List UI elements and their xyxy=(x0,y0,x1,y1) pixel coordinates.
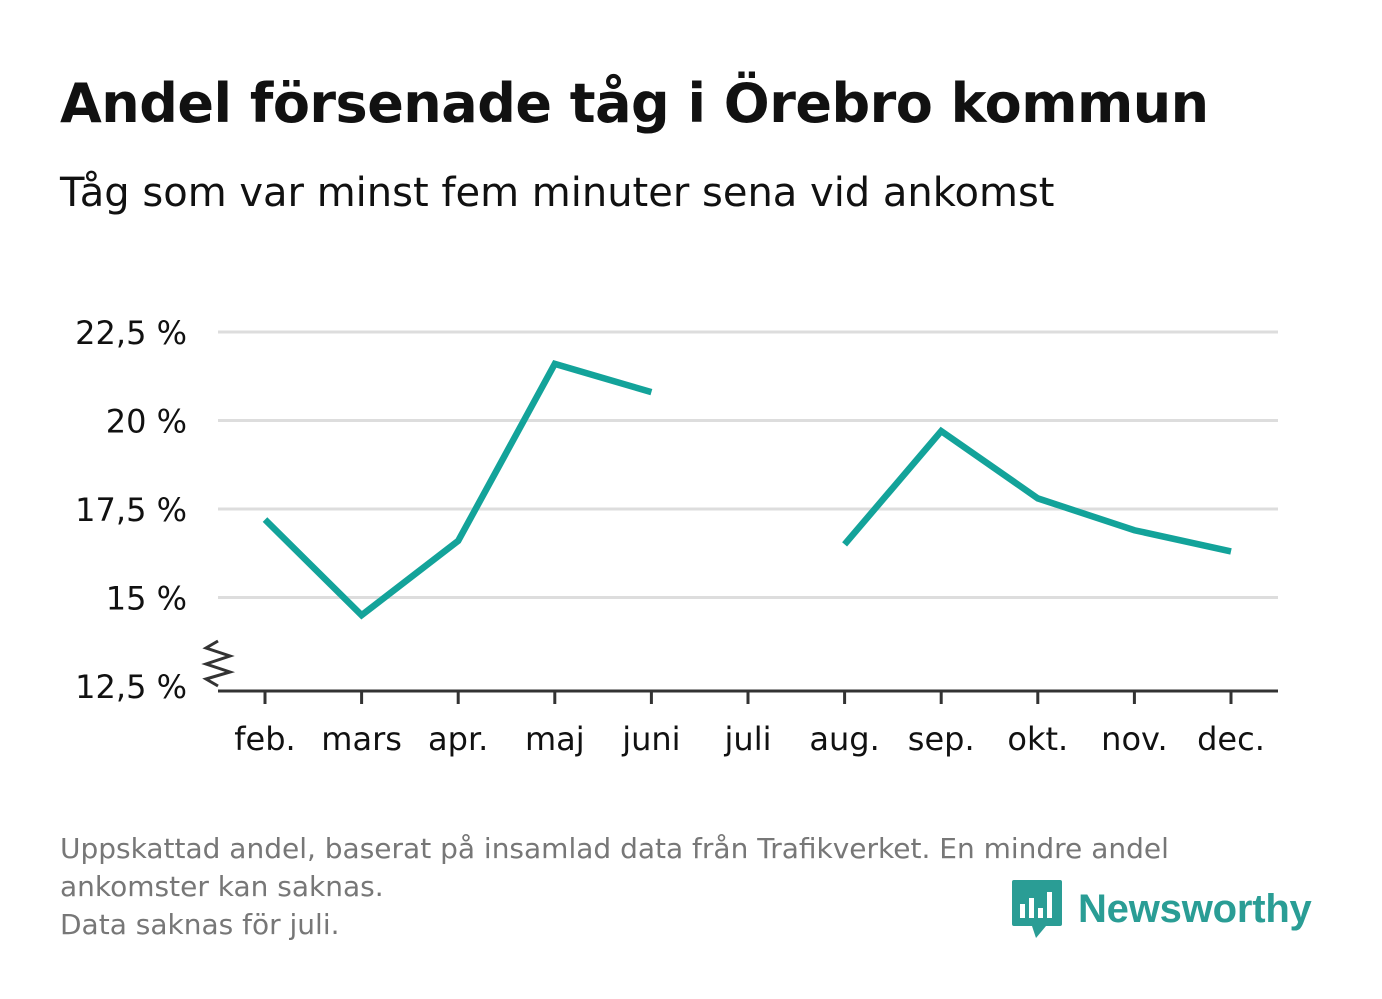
y-tick-labels: 12,5 % 15 % 17,5 % 20 % 22,5 % xyxy=(75,314,187,706)
x-tick-label: juli xyxy=(724,720,772,758)
y-tick-label: 20 % xyxy=(106,403,187,441)
gridlines xyxy=(218,330,1278,599)
y-tick-label: 15 % xyxy=(106,580,187,618)
x-tick-label: dec. xyxy=(1197,720,1265,758)
footnote: Uppskattad andel, baserat på insamlad da… xyxy=(60,830,1320,944)
x-tick-label: okt. xyxy=(1007,720,1068,758)
newsworthy-bar-chart-bubble-icon xyxy=(1012,880,1062,938)
x-tick-label: feb. xyxy=(234,720,295,758)
x-tick-label: apr. xyxy=(428,720,488,758)
series-line xyxy=(262,360,653,620)
x-tick-label: aug. xyxy=(809,720,879,758)
x-tick-label: juni xyxy=(621,720,680,758)
footnote-line-1: Uppskattad andel, baserat på insamlad da… xyxy=(60,832,1169,865)
axis-break-icon xyxy=(201,639,236,688)
newsworthy-logo: Newsworthy xyxy=(1010,878,1312,940)
x-axis xyxy=(218,689,1278,704)
x-tick-labels: feb. mars apr. maj juni juli aug. sep. okt. nov. d… xyxy=(234,720,1265,758)
y-tick-label: 17,5 % xyxy=(75,491,187,529)
x-tick-label: nov. xyxy=(1101,720,1167,758)
chart-subtitle: Tåg som var minst fem minuter sena vid a… xyxy=(60,170,1055,216)
x-tick-label: mars xyxy=(321,720,402,758)
series-line xyxy=(842,426,1232,555)
footnote-line-2: ankomster kan saknas. xyxy=(60,870,384,903)
x-tick-label: maj xyxy=(525,720,585,758)
footnote-line-3: Data saknas för juli. xyxy=(60,908,340,941)
y-tick-label: 22,5 % xyxy=(75,314,187,352)
data-series xyxy=(262,360,1232,620)
brand-name: Newsworthy xyxy=(1078,886,1312,931)
chart-title: Andel försenade tåg i Örebro kommun xyxy=(60,72,1209,135)
y-tick-label: 12,5 % xyxy=(75,668,187,706)
line-chart: 12,5 % 15 % 17,5 % 20 % 22,5 % feb. mars apr. m… xyxy=(75,314,1278,758)
x-tick-label: sep. xyxy=(908,720,975,758)
axis-break-zigzag xyxy=(201,639,236,688)
